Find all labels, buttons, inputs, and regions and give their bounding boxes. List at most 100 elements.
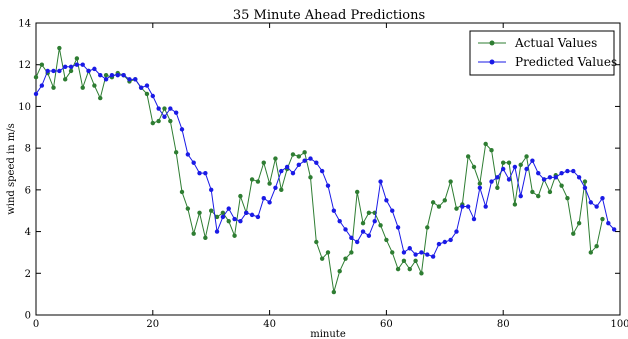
- data-point-predicted-values: [594, 204, 599, 209]
- data-point-actual-values: [489, 148, 494, 153]
- data-point-predicted-values: [308, 156, 313, 161]
- data-point-predicted-values: [92, 66, 97, 72]
- data-point-predicted-values: [465, 204, 471, 209]
- data-point-actual-values: [471, 164, 477, 170]
- data-point-actual-values: [156, 118, 161, 124]
- series-layer: [33, 45, 617, 295]
- x-tick-label: 80: [497, 319, 510, 330]
- data-point-predicted-values: [512, 164, 518, 170]
- legend-box: [469, 30, 615, 76]
- data-point-actual-values: [419, 271, 424, 276]
- data-point-actual-values: [273, 156, 278, 161]
- data-point-actual-values: [360, 221, 366, 226]
- y-tick-label: 6: [25, 185, 31, 196]
- data-point-predicted-values: [384, 198, 389, 203]
- data-point-predicted-values: [127, 77, 132, 82]
- data-point-predicted-values: [401, 250, 407, 255]
- data-point-actual-values: [179, 189, 185, 195]
- data-point-actual-values: [80, 85, 85, 90]
- data-point-predicted-values: [611, 227, 617, 232]
- data-point-predicted-values: [378, 179, 383, 184]
- data-point-actual-values: [209, 208, 214, 213]
- data-point-predicted-values: [98, 72, 103, 78]
- data-point-predicted-values: [261, 196, 266, 201]
- data-point-actual-values: [588, 250, 593, 255]
- data-point-actual-values: [582, 179, 588, 184]
- data-point-predicted-values: [267, 200, 272, 205]
- data-point-predicted-values: [220, 214, 226, 220]
- data-point-predicted-values: [319, 168, 325, 174]
- data-point-predicted-values: [296, 162, 301, 168]
- data-point-predicted-values: [115, 72, 120, 78]
- data-point-predicted-values: [606, 221, 611, 226]
- y-tick-label: 2: [25, 269, 31, 280]
- legend-items: Actual Values Predicted Values: [478, 36, 617, 69]
- data-point-predicted-values: [302, 158, 307, 163]
- data-point-actual-values: [98, 95, 103, 101]
- data-point-predicted-values: [483, 204, 488, 209]
- data-point-predicted-values: [39, 83, 45, 88]
- y-tick-label: 8: [25, 144, 31, 155]
- data-point-actual-values: [436, 204, 442, 209]
- data-point-predicted-values: [541, 177, 547, 182]
- data-point-actual-values: [249, 177, 255, 182]
- data-point-actual-values: [68, 68, 74, 74]
- data-point-predicted-values: [45, 68, 50, 74]
- data-point-actual-values: [337, 269, 342, 274]
- data-point-actual-values: [547, 189, 553, 195]
- data-point-actual-values: [279, 187, 284, 193]
- y-tick-label: 4: [25, 227, 31, 238]
- data-point-actual-values: [465, 154, 471, 159]
- data-point-predicted-values: [582, 185, 588, 190]
- data-point-actual-values: [530, 189, 535, 195]
- data-point-predicted-values: [425, 252, 430, 257]
- data-point-predicted-values: [57, 68, 62, 74]
- data-point-predicted-values: [156, 106, 161, 111]
- data-point-actual-values: [214, 214, 220, 220]
- x-tick-label: 20: [146, 319, 159, 330]
- data-point-predicted-values: [62, 64, 68, 70]
- data-point-actual-values: [576, 221, 582, 226]
- axis-ticks: 0 20 40 60 80 100 0 2 4 6 8 10 12 14: [18, 19, 628, 331]
- data-point-actual-values: [238, 193, 243, 199]
- x-tick-label: 60: [380, 319, 393, 330]
- data-point-actual-values: [144, 91, 150, 97]
- data-point-predicted-values: [214, 229, 220, 234]
- data-point-predicted-values: [162, 114, 167, 120]
- data-point-actual-values: [168, 118, 173, 124]
- legend-label-predicted-values: Predicted Values: [515, 55, 617, 69]
- data-point-predicted-values: [419, 250, 424, 255]
- data-point-predicted-values: [471, 216, 477, 222]
- data-point-predicted-values: [80, 62, 85, 67]
- data-point-predicted-values: [576, 175, 582, 180]
- data-point-predicted-values: [390, 208, 395, 213]
- data-point-predicted-values: [86, 68, 91, 74]
- data-point-actual-values: [92, 83, 97, 88]
- data-point-predicted-values: [244, 210, 249, 215]
- data-point-actual-values: [343, 256, 348, 261]
- data-point-predicted-values: [68, 64, 74, 70]
- data-point-predicted-values: [366, 233, 372, 238]
- data-point-actual-values: [51, 85, 56, 90]
- data-point-actual-values: [290, 152, 296, 157]
- data-point-predicted-values: [138, 85, 144, 90]
- data-point-actual-values: [477, 181, 483, 186]
- legend-marker-predicted-values: [489, 59, 495, 65]
- data-point-actual-values: [325, 250, 331, 255]
- data-point-predicted-values: [343, 227, 348, 232]
- data-point-actual-values: [495, 185, 500, 190]
- legend: Actual Values Predicted Values: [469, 30, 617, 76]
- data-point-actual-values: [512, 202, 518, 207]
- data-point-predicted-values: [413, 252, 418, 257]
- data-point-actual-values: [378, 223, 383, 228]
- data-point-actual-values: [430, 200, 436, 205]
- data-point-predicted-values: [536, 170, 541, 176]
- y-tick-label: 0: [25, 311, 31, 322]
- data-point-predicted-values: [191, 160, 196, 165]
- data-point-predicted-values: [173, 110, 179, 115]
- data-point-actual-values: [390, 250, 395, 255]
- data-point-predicted-values: [314, 160, 319, 165]
- x-tick-label: 40: [263, 319, 276, 330]
- data-point-predicted-values: [355, 239, 360, 245]
